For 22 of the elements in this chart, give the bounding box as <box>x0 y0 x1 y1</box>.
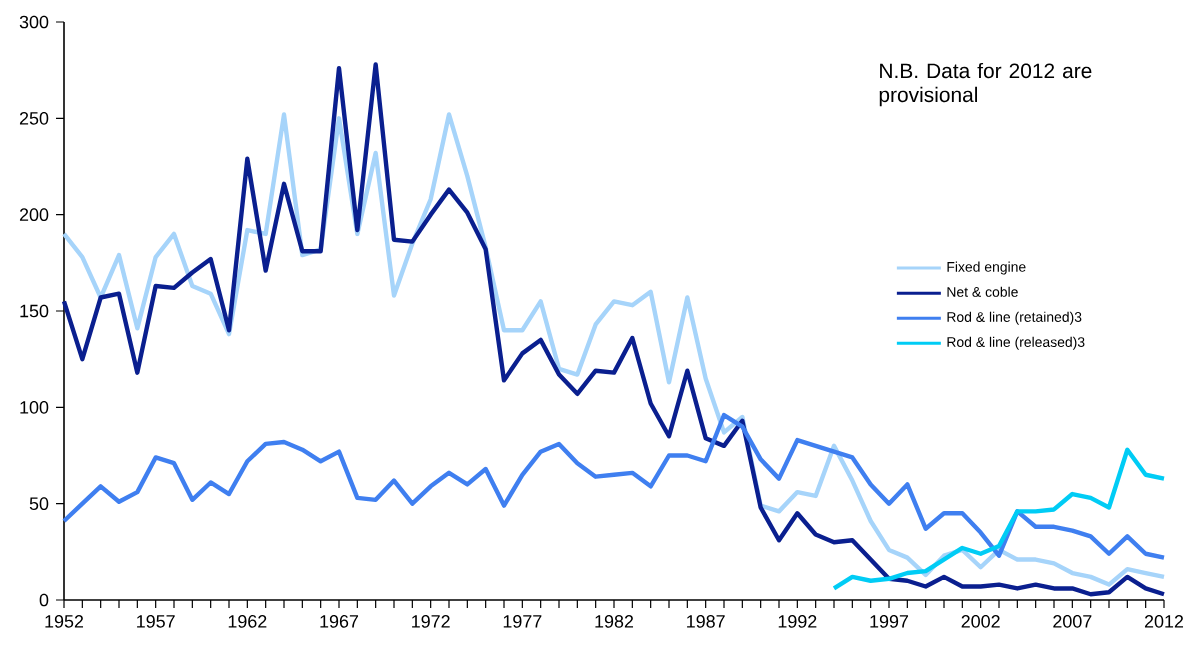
x-tick-label: 1967 <box>320 615 359 628</box>
x-tick-label: 1957 <box>137 615 175 628</box>
x-tick-label: 1987 <box>687 615 725 628</box>
y-tick-label: 100 <box>20 400 49 414</box>
y-tick-label: 200 <box>19 208 49 222</box>
y-tick-label: 50 <box>29 497 49 511</box>
y-tick-label: 0 <box>39 593 49 607</box>
x-tick-label: 1992 <box>778 615 817 628</box>
line-series <box>61 412 1167 560</box>
annotation: N.B. Data for 2012 are provisional <box>879 62 1092 107</box>
x-tick-label: 1972 <box>412 615 450 628</box>
x-tick-label: 1977 <box>503 615 542 628</box>
x-tick-label: 1982 <box>595 615 634 628</box>
x-tick-label: 1962 <box>228 615 267 628</box>
x-tick-label: 2007 <box>1053 615 1092 628</box>
x-tick-label: 1997 <box>870 615 909 628</box>
x-tick-label: 2002 <box>961 615 1000 628</box>
x-tick-label: 1952 <box>45 615 84 628</box>
x-tick-label: 2012 <box>1144 615 1184 628</box>
y-tick-label: 250 <box>19 111 49 125</box>
y-tick-label: 300 <box>19 15 49 29</box>
y-tick-label: 150 <box>20 304 49 318</box>
